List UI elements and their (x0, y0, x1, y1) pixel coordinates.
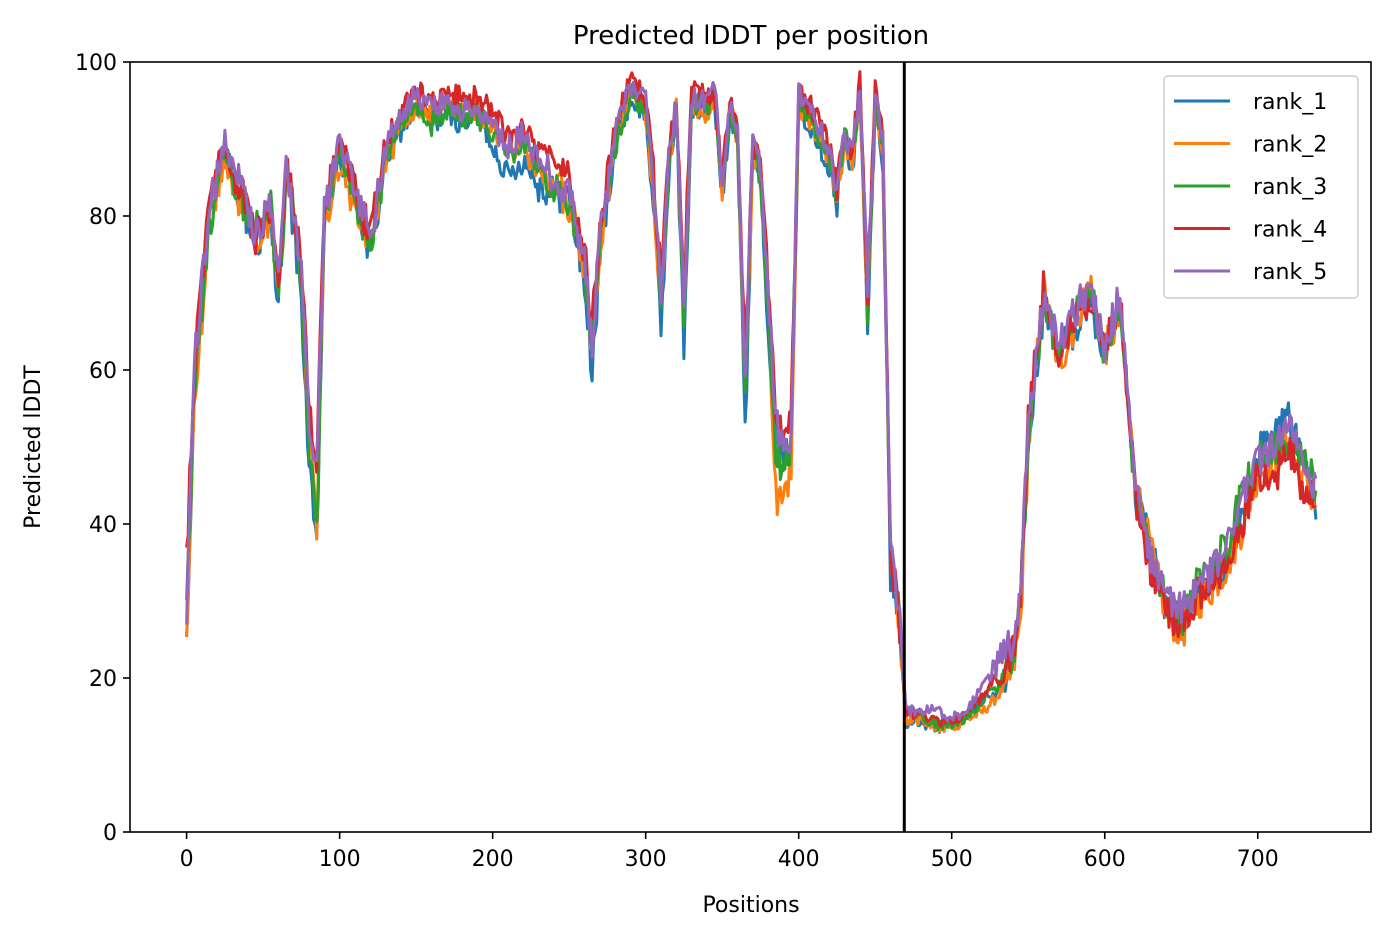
x-tick-label: 0 (180, 847, 194, 872)
legend: rank_1 rank_2 rank_3 rank_4 rank_5 (1163, 75, 1359, 299)
y-axis-ticks: 0 20 40 60 80 100 (75, 51, 130, 846)
legend-box (1163, 75, 1359, 299)
y-tick-label: 20 (89, 667, 117, 692)
legend-label-rank_2: rank_2 (1253, 133, 1327, 158)
y-tick-label: 80 (89, 205, 117, 230)
legend-label-rank_4: rank_4 (1253, 218, 1327, 243)
plot-series-group (185, 70, 1318, 734)
x-tick-label: 700 (1237, 847, 1279, 872)
x-tick-label: 600 (1084, 847, 1126, 872)
y-tick-label: 0 (103, 821, 117, 846)
x-tick-label: 100 (319, 847, 361, 872)
y-tick-label: 40 (89, 513, 117, 538)
y-tick-label: 60 (89, 359, 117, 384)
chart-title: Predicted lDDT per position (573, 21, 929, 51)
x-axis-title: Positions (702, 893, 799, 918)
series-line-rank_5 (185, 80, 1318, 722)
legend-label-rank_3: rank_3 (1253, 175, 1327, 200)
legend-label-rank_5: rank_5 (1253, 260, 1327, 285)
x-tick-label: 500 (931, 847, 973, 872)
x-tick-label: 300 (625, 847, 667, 872)
legend-label-rank_1: rank_1 (1253, 90, 1327, 115)
plot-frame (129, 61, 1372, 833)
x-axis-ticks: 0 100 200 300 400 500 600 700 (180, 832, 1279, 872)
x-tick-label: 200 (472, 847, 514, 872)
y-tick-label: 100 (75, 51, 117, 76)
y-axis-title: Predicted lDDT (21, 365, 46, 529)
x-tick-label: 400 (778, 847, 820, 872)
legend-items: rank_1 rank_2 rank_3 rank_4 rank_5 (1174, 90, 1327, 285)
